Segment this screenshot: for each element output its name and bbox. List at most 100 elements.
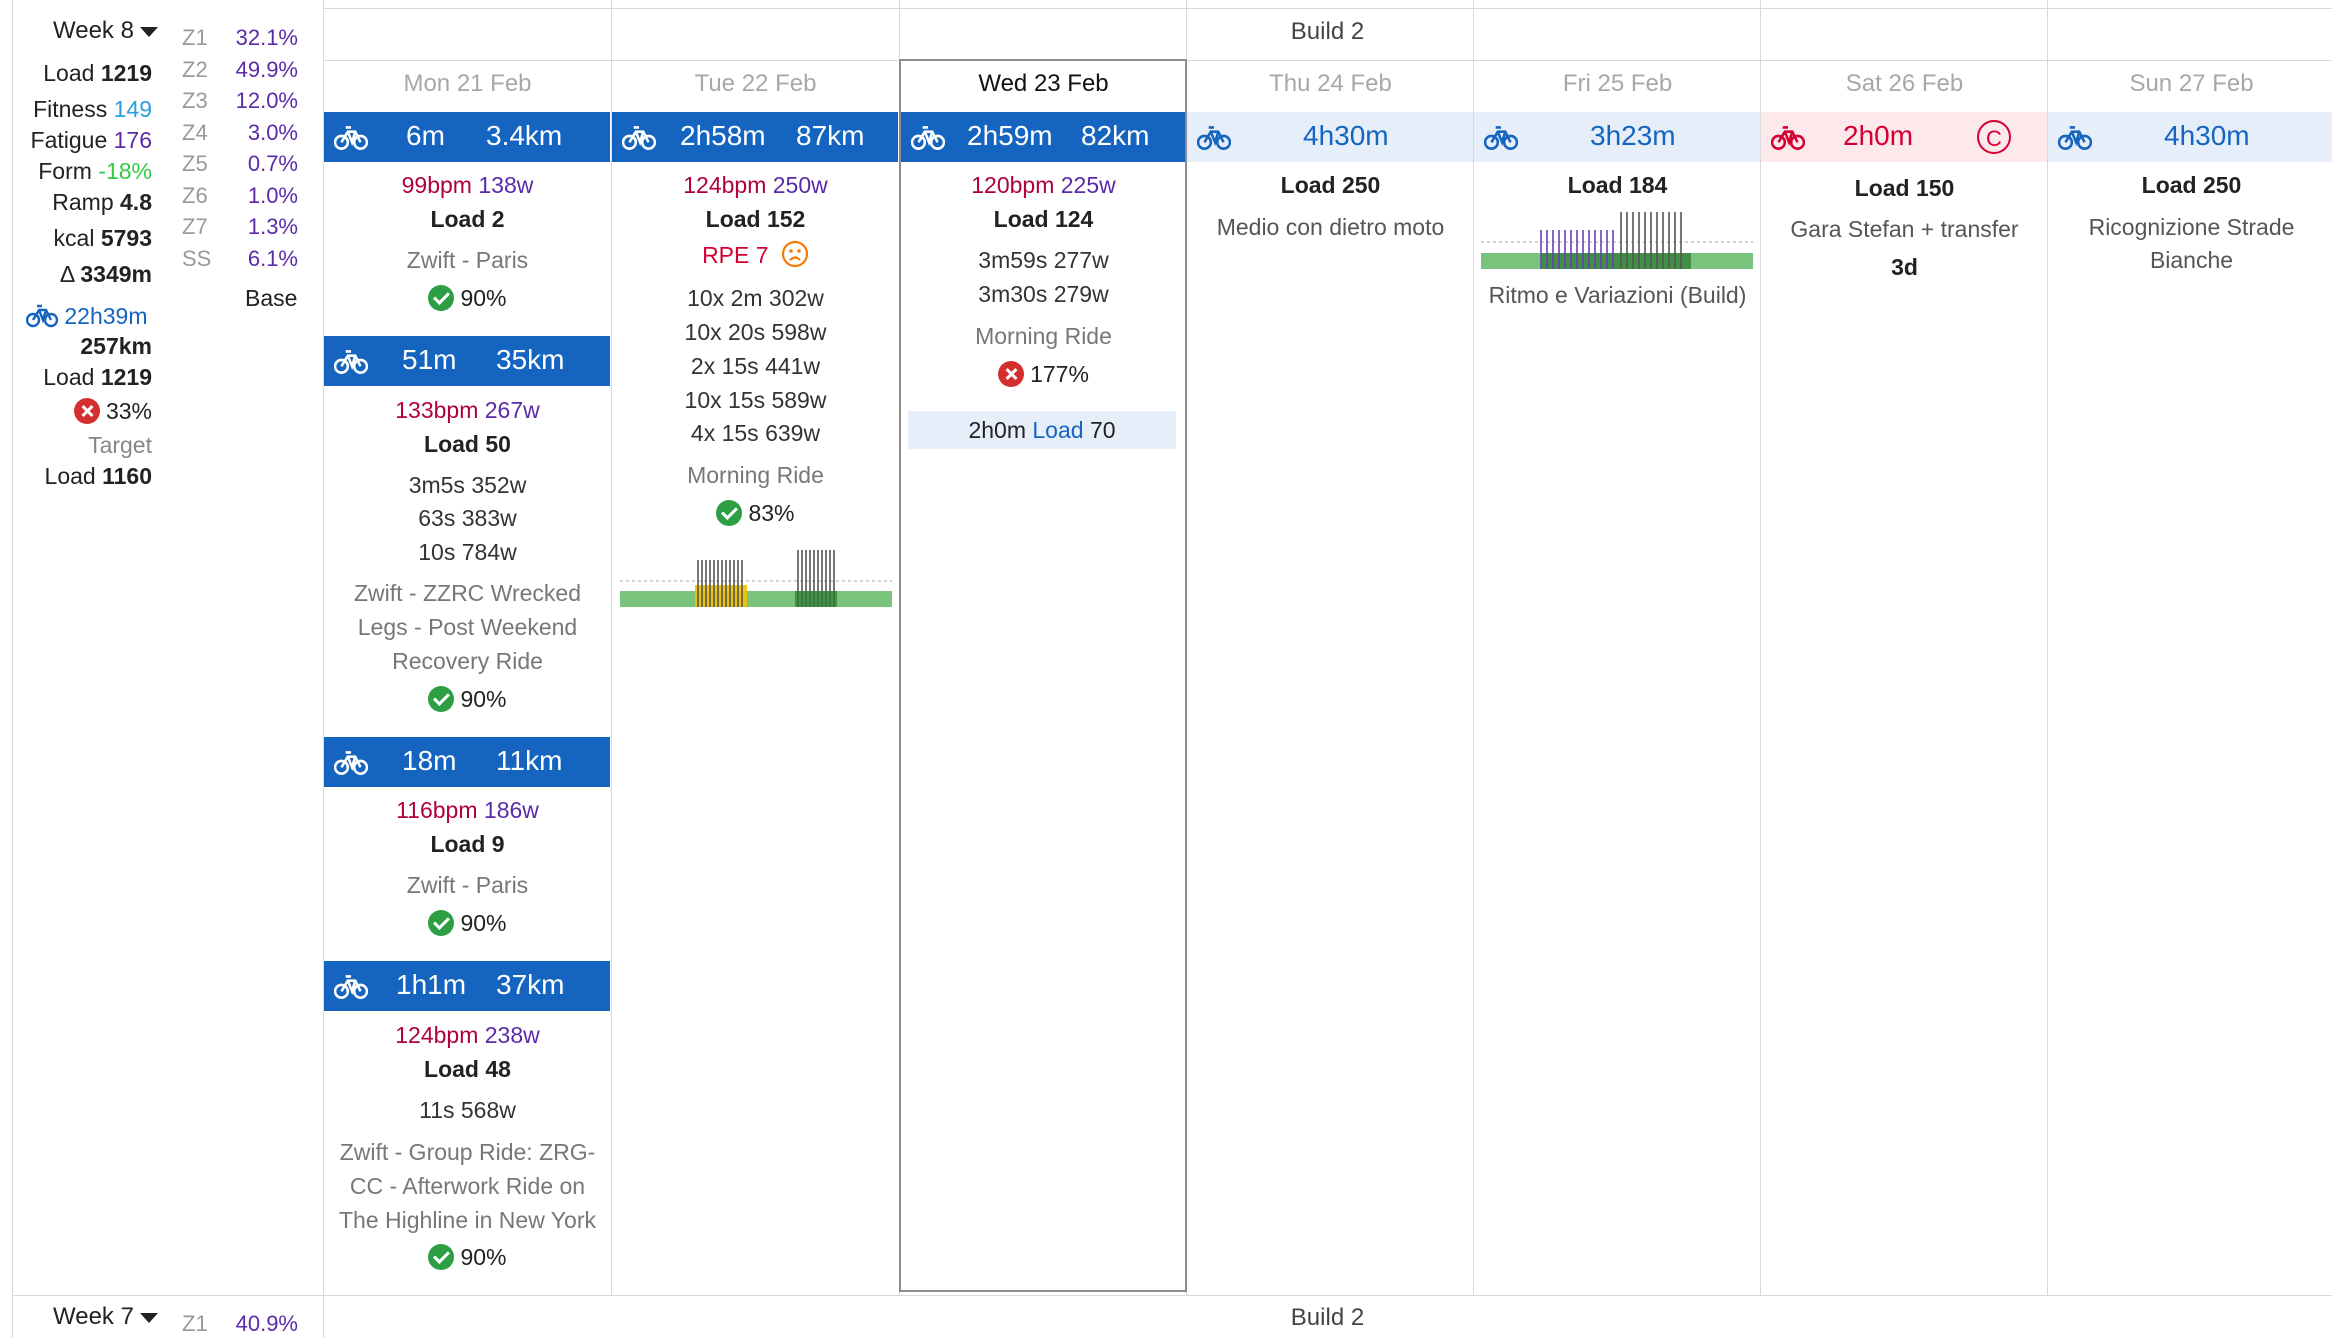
day-header-thu[interactable]: Thu 24 Feb	[1269, 70, 1392, 97]
bicycle-icon	[334, 350, 368, 374]
check-circle-icon	[716, 500, 743, 526]
interval-line: 2x 15s 441w	[690, 353, 821, 379]
check-circle-icon	[428, 285, 455, 311]
week-label: Week 8	[53, 17, 134, 44]
activity-name[interactable]: Morning Ride	[687, 462, 824, 488]
activity-load: Load 50	[424, 431, 511, 457]
interval-line: 10x 2m 302w	[687, 285, 824, 311]
planned-time: 3h23m	[1590, 120, 1676, 151]
day-header-tue[interactable]: Tue 22 Feb	[694, 70, 817, 97]
zone-pct: 12.0%	[235, 88, 298, 113]
sad-face-icon	[781, 240, 809, 268]
zone-label: Z3	[182, 88, 208, 113]
summary-compliance: 33%	[73, 398, 152, 425]
col-divider	[1473, 0, 1474, 1295]
activity-compliance: 90%	[324, 1244, 611, 1271]
summary-ride-time: 22h39m	[25, 302, 148, 330]
zone-label: Z4	[182, 120, 208, 145]
race-name[interactable]: Gara Stefan + transfer	[1790, 216, 2019, 242]
activity-load: Load 9	[430, 831, 505, 857]
activity-name[interactable]: Zwift - Paris	[406, 247, 529, 273]
activity-name[interactable]: Zwift - ZZRC Wrecked Legs - Post Weekend R…	[353, 580, 582, 674]
week-selector[interactable]: Week 7	[53, 1303, 158, 1331]
col-divider	[611, 0, 612, 1295]
zone-label: Z6	[182, 183, 208, 208]
summary-target-load: Load 1160	[44, 463, 152, 489]
activity-distance: 37km	[496, 969, 565, 1000]
activity-distance: 11km	[496, 745, 563, 776]
day-header-wed[interactable]: Wed 23 Feb	[978, 70, 1109, 97]
activity-name[interactable]: Zwift - Paris	[406, 872, 529, 898]
check-circle-icon	[428, 1244, 455, 1270]
race-bar[interactable]: 2h0m C	[1761, 112, 2047, 162]
week-divider	[12, 1295, 2332, 1296]
summary-fatigue: Fatigue 176	[30, 127, 152, 153]
bicycle-icon	[1484, 126, 1518, 150]
top-divider	[323, 8, 2332, 9]
zone-pct: 32.1%	[235, 25, 298, 50]
zone-pct: 3.0%	[247, 120, 298, 145]
phase-label: Base	[245, 285, 298, 311]
activity-hr-power: 120bpm 225w	[971, 172, 1116, 198]
activity-time: 2h58m	[680, 120, 766, 151]
activity-hr-power: 124bpm 238w	[395, 1022, 540, 1048]
week-selector[interactable]: Week 8	[53, 17, 158, 45]
planned-name[interactable]: Medio con dietro moto	[1216, 214, 1445, 240]
x-circle-icon	[998, 361, 1025, 387]
activity-bar[interactable]: 18m 11km	[324, 737, 610, 787]
phase-header: Build 2	[1290, 1304, 1365, 1331]
planned-load: Load 250	[1280, 172, 1381, 198]
planned-name[interactable]: Ricognizione Strade Bianche	[2088, 214, 2295, 273]
activity-time: 6m	[406, 120, 445, 151]
race-countdown: 3d	[1891, 254, 1918, 280]
activity-compliance: 177%	[900, 361, 1187, 388]
activity-compliance: 90%	[324, 686, 611, 713]
zone-pct: 1.0%	[247, 183, 298, 208]
activity-load: Load 2	[430, 206, 505, 232]
caret-down-icon	[139, 1312, 158, 1323]
activity-distance: 35km	[496, 344, 565, 375]
day-header-mon[interactable]: Mon 21 Feb	[403, 70, 532, 97]
day-header-fri[interactable]: Fri 25 Feb	[1562, 70, 1673, 97]
check-circle-icon	[428, 910, 455, 936]
summary-kcal: kcal 5793	[53, 225, 152, 251]
summary-form: Form -18%	[38, 158, 152, 184]
activity-time: 1h1m	[396, 969, 467, 1000]
activity-hr-power: 116bpm 186w	[396, 797, 539, 823]
activity-bar[interactable]: 6m 3.4km	[324, 112, 610, 162]
check-circle-icon	[428, 686, 455, 712]
activity-load: Load 48	[424, 1056, 511, 1082]
activity-compliance: 90%	[324, 285, 611, 312]
activity-time: 51m	[402, 344, 457, 375]
bicycle-icon	[334, 751, 368, 775]
activity-distance: 82km	[1081, 120, 1150, 151]
planned-workout-bar[interactable]: 4h30m	[1187, 112, 1473, 162]
interval-line: 3m30s 279w	[978, 281, 1109, 307]
activity-bar[interactable]: 2h58m 87km	[612, 112, 898, 162]
planned-time: 4h30m	[2164, 120, 2250, 151]
planned-time: 4h30m	[1303, 120, 1389, 151]
activity-compliance: 90%	[324, 910, 611, 937]
x-circle-icon	[73, 398, 100, 424]
activity-bar[interactable]: 2h59m 82km	[901, 112, 1185, 162]
planned-workout-bar[interactable]: 3h23m	[1474, 112, 1760, 162]
activity-bar[interactable]: 51m 35km	[324, 336, 610, 386]
zone-pct: 40.9%	[235, 1311, 298, 1336]
summary-elevation: Δ 3349m	[59, 261, 152, 287]
phase-header: Build 2	[1290, 18, 1365, 45]
bicycle-icon	[25, 304, 59, 328]
workout-profile-chart	[1481, 212, 1753, 269]
planned-workout-bar[interactable]: 4h30m	[2048, 112, 2332, 162]
phase-divider	[323, 60, 2332, 61]
activity-hr-power: 124bpm 250w	[683, 172, 828, 198]
planned-name[interactable]: Ritmo e Variazioni (Build)	[1488, 282, 1747, 308]
activity-name[interactable]: Zwift - Group Ride: ZRG- CC - Afterwork R…	[339, 1139, 596, 1233]
activity-name[interactable]: Morning Ride	[975, 323, 1112, 349]
zone-pct: 1.3%	[247, 214, 298, 239]
planned-note[interactable]: 2h0m Load 70	[908, 411, 1176, 449]
activity-bar[interactable]: 1h1m 37km	[324, 961, 610, 1011]
day-header-sun[interactable]: Sun 27 Feb	[2129, 70, 2254, 97]
bicycle-icon	[334, 126, 368, 150]
activity-rpe: RPE 7	[612, 240, 899, 269]
day-header-sat[interactable]: Sat 26 Feb	[1845, 70, 1964, 97]
